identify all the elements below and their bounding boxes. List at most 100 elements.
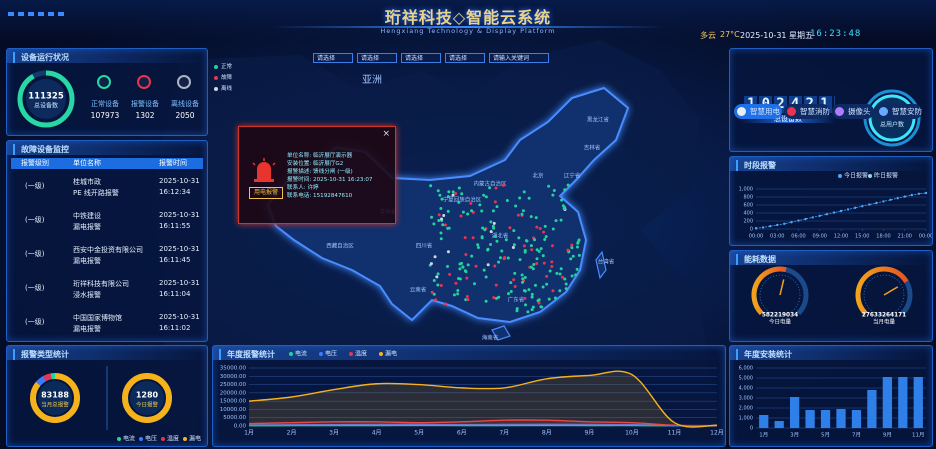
select[interactable]: 请选择 [445,53,485,63]
map-dot [500,249,504,253]
gauge-ring [863,274,905,316]
y-tick-label: 0 [750,227,753,233]
point [811,216,814,219]
map-dot [489,220,493,224]
status-value: 2050 [175,111,195,120]
map-dot [451,190,455,194]
map-dot [550,244,554,248]
province-label: 海南省 [482,334,499,342]
y-tick-label: 0 [750,426,753,432]
point [832,211,836,214]
map-dot [504,238,508,242]
series-line [248,419,718,427]
search-input[interactable]: 请输入关键词 [489,53,549,63]
map-dot [550,265,554,269]
map-dot [521,277,525,281]
map-dot [527,196,531,200]
map-dot [501,183,505,187]
select[interactable]: 请选择 [313,53,353,63]
select[interactable]: 请选择 [357,53,397,63]
bar [836,409,846,428]
y-tick-label: 30000.00 [220,374,247,380]
map-dot [522,190,526,194]
select[interactable]: 请选择 [401,53,441,63]
time: 16:23:48 [810,29,862,39]
cell-unit: 桂城市政 [73,178,101,186]
bar-chart: 0 1,000 2,000 3,000 4,000 5,000 6,000 1月 3月 5月 7月 9… [739,366,926,439]
alarm-icon [252,158,276,182]
map-dot [430,215,434,219]
point [917,192,921,195]
legend-label: 电压 [325,350,337,358]
map-dot [443,223,447,227]
map-dot [511,245,515,249]
map-dot [486,263,490,267]
tab[interactable]: 智慧安防 [876,104,922,119]
x-tick-label: 3月 [790,432,799,439]
map-dot [563,277,567,281]
map-dot [486,248,490,252]
map-dot [547,297,551,301]
header-decor [8,12,68,16]
map-dot [520,273,524,277]
legend-label: 漏电 [189,435,201,443]
x-tick-label: 2月 [287,430,297,437]
popup-close[interactable]: × [382,129,390,139]
map-dot [550,260,554,264]
map-dot [463,236,467,240]
map-dot [492,221,496,225]
cell-time: 16:12:34 [159,188,191,196]
map-dot [513,271,517,275]
legend-dot [139,437,143,441]
map-dot [524,239,528,243]
map-dot [446,195,450,199]
map-dot [535,248,539,252]
map-dot [512,243,516,247]
status-value: 107973 [90,111,120,120]
map-dot [436,189,440,193]
map-dot [529,265,533,269]
weather: 多云 [700,31,716,40]
legend-label: 今日报警 [844,172,868,180]
map-dot [502,257,506,261]
hainan [491,325,511,341]
map-dot [518,196,522,200]
map-dot [436,272,440,276]
x-tick-label: 9月 [584,430,594,437]
total-label: 总设备数 [34,102,58,110]
map-dot [530,308,534,312]
panel-title: 能耗数据 [736,254,776,265]
line-chart: 0.00 5000.00 10000.00 15000.00 20000.00 25000… [220,350,724,437]
y-tick-label: 5,000 [739,376,753,382]
map-dot [545,282,549,286]
date: 2025-10-31 星期五 [740,31,814,40]
tab[interactable]: 智慧用电 [734,104,782,119]
map-dot [541,254,545,258]
cell-time: 16:11:45 [159,256,191,264]
map-dot [465,294,469,298]
legend-label: 正常 [221,64,233,70]
map-dot [575,267,579,271]
y-tick-label: 5000.00 [223,415,246,421]
popup-button[interactable]: 用电报警 [249,187,283,199]
map-dot [570,246,574,250]
map-dot [497,260,501,264]
tab[interactable]: 智慧消防 [784,104,830,119]
province-label: 黑龙江省 [587,116,610,124]
gauge-ring [759,274,801,316]
map-dot [491,209,495,213]
table-row: (一级) 珩祥科技有限公司 浸水报警 2025-10-31 16:11:04 [11,279,203,312]
y-tick-label: 600 [743,203,753,209]
taiwan [595,250,607,280]
map-dot [440,197,444,201]
ring-label: 今日报警 [136,401,159,409]
header-subtitle: Hengxiang Technology & Display Platform [380,27,556,35]
map-dot [456,292,460,296]
cell-date: 2025-10-31 [159,177,200,185]
map-dot [465,276,469,280]
point [839,209,843,213]
map-dot [436,283,440,287]
tab[interactable]: 摄像头 [832,104,874,119]
status-label: 离线设备 [171,100,199,108]
province-label: 西藏自治区 [326,242,354,250]
